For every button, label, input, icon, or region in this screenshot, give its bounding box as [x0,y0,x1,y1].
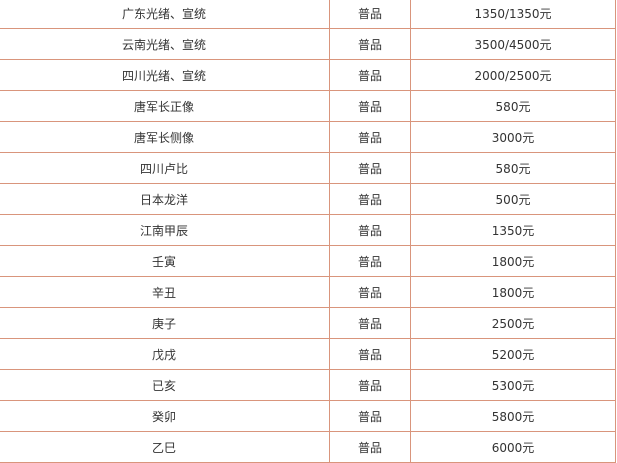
coin-name-cell: 日本龙洋 [0,183,330,215]
price-cell: 580元 [410,152,616,184]
table-row: 四川光绪、宣统 普品 2000/2500元 [0,59,616,91]
grade-cell: 普品 [329,307,411,339]
coin-name-cell: 四川光绪、宣统 [0,59,330,91]
price-cell: 2000/2500元 [410,59,616,91]
table-row: 癸卯 普品 5800元 [0,400,616,432]
table-row: 戊戌 普品 5200元 [0,338,616,370]
table-row: 庚子 普品 2500元 [0,307,616,339]
table-row: 已亥 普品 5300元 [0,369,616,401]
price-cell: 500元 [410,183,616,215]
grade-cell: 普品 [329,0,411,29]
grade-cell: 普品 [329,90,411,122]
grade-cell: 普品 [329,214,411,246]
price-cell: 3500/4500元 [410,28,616,60]
table-row: 乙巳 普品 6000元 [0,431,616,463]
grade-cell: 普品 [329,28,411,60]
grade-cell: 普品 [329,369,411,401]
table-row: 壬寅 普品 1800元 [0,245,616,277]
grade-cell: 普品 [329,276,411,308]
price-cell: 1350/1350元 [410,0,616,29]
table-row: 广东光绪、宣统 普品 1350/1350元 [0,0,616,29]
coin-name-cell: 已亥 [0,369,330,401]
coin-name-cell: 四川卢比 [0,152,330,184]
coin-name-cell: 唐军长侧像 [0,121,330,153]
price-cell: 1800元 [410,276,616,308]
coin-name-cell: 广东光绪、宣统 [0,0,330,29]
coin-name-cell: 癸卯 [0,400,330,432]
table-row: 唐军长正像 普品 580元 [0,90,616,122]
table-row: 辛丑 普品 1800元 [0,276,616,308]
price-cell: 1800元 [410,245,616,277]
grade-cell: 普品 [329,245,411,277]
price-cell: 2500元 [410,307,616,339]
table-row: 唐军长侧像 普品 3000元 [0,121,616,153]
price-cell: 6000元 [410,431,616,463]
coin-name-cell: 唐军长正像 [0,90,330,122]
coin-name-cell: 壬寅 [0,245,330,277]
price-cell: 580元 [410,90,616,122]
coin-name-cell: 云南光绪、宣统 [0,28,330,60]
coin-name-cell: 辛丑 [0,276,330,308]
coin-name-cell: 江南甲辰 [0,214,330,246]
price-cell: 5300元 [410,369,616,401]
grade-cell: 普品 [329,152,411,184]
grade-cell: 普品 [329,400,411,432]
grade-cell: 普品 [329,431,411,463]
price-cell: 1350元 [410,214,616,246]
price-cell: 5200元 [410,338,616,370]
grade-cell: 普品 [329,59,411,91]
table-row: 江南甲辰 普品 1350元 [0,214,616,246]
price-cell: 5800元 [410,400,616,432]
table-row: 云南光绪、宣统 普品 3500/4500元 [0,28,616,60]
grade-cell: 普品 [329,183,411,215]
table-row: 四川卢比 普品 580元 [0,152,616,184]
grade-cell: 普品 [329,338,411,370]
coin-name-cell: 庚子 [0,307,330,339]
coin-name-cell: 乙巳 [0,431,330,463]
table-row: 日本龙洋 普品 500元 [0,183,616,215]
grade-cell: 普品 [329,121,411,153]
price-cell: 3000元 [410,121,616,153]
coin-name-cell: 戊戌 [0,338,330,370]
